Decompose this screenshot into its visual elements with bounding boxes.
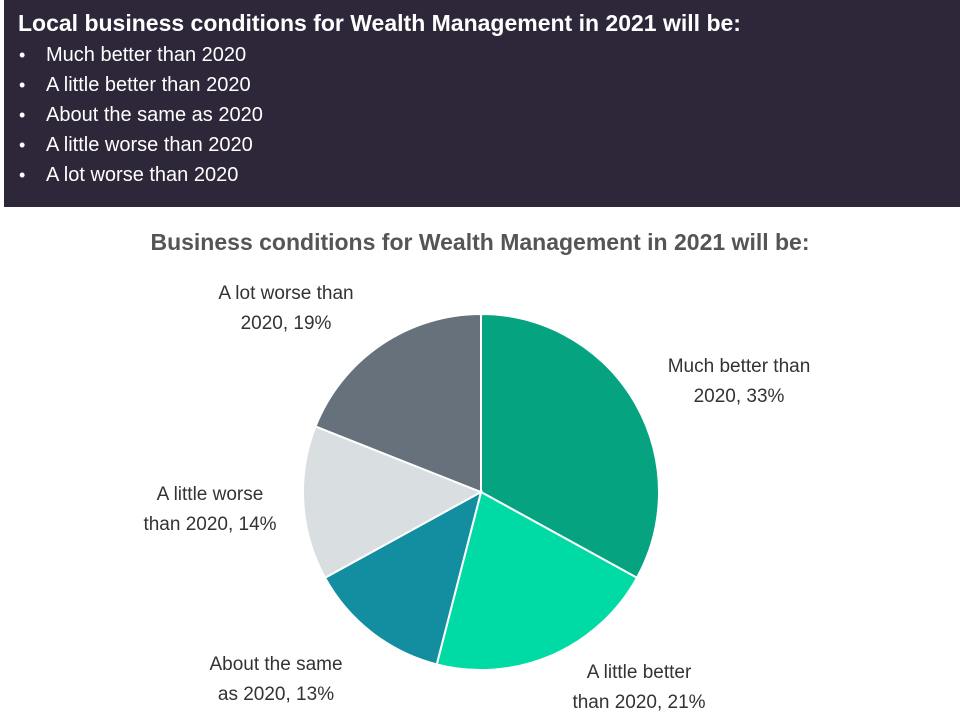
pie-slice-little-better	[435, 490, 639, 671]
bullet-dot: •	[19, 75, 26, 95]
bullet-text: About the same as 2020	[46, 104, 263, 126]
bullet-item: • A little better than 2020	[18, 70, 960, 100]
pie-slice-about-same	[323, 490, 483, 666]
bullet-text: A little worse than 2020	[46, 134, 253, 156]
bullet-dot: •	[19, 45, 26, 65]
bullet-item: • Much better than 2020	[18, 40, 960, 70]
pie-slice-lot-worse	[314, 312, 482, 494]
bullet-text: A little better than 2020	[46, 74, 251, 96]
slice-label-little-better: A little better than 2020, 21%	[572, 662, 706, 713]
header-title: Local business conditions for Wealth Man…	[18, 10, 741, 36]
pie-slice-little-worse	[302, 425, 484, 580]
bullet-item: • About the same as 2020	[18, 100, 960, 130]
slice-label-lot-worse: A lot worse than 2020, 19%	[218, 283, 354, 334]
bullet-dot: •	[19, 165, 26, 185]
bullet-dot: •	[19, 135, 26, 155]
chart-title: Business conditions for Wealth Managemen…	[150, 229, 810, 255]
bullet-item: • A little worse than 2020	[18, 130, 960, 160]
pie-slice-much-better	[480, 312, 660, 580]
slice-label-little-worse: A little worse than 2020, 14%	[143, 484, 277, 535]
bullet-text: Much better than 2020	[46, 44, 247, 66]
slice-label-much-better: Much better than 2020, 33%	[667, 356, 811, 407]
bullet-list: • Much better than 2020 • A little bette…	[18, 40, 960, 190]
slice-label-about-same: About the same as 2020, 13%	[209, 654, 343, 705]
bullet-text: A lot worse than 2020	[46, 164, 239, 186]
bullet-item: • A lot worse than 2020	[18, 160, 960, 190]
header-box: Local business conditions for Wealth Man…	[4, 0, 960, 207]
bullet-dot: •	[19, 105, 26, 125]
